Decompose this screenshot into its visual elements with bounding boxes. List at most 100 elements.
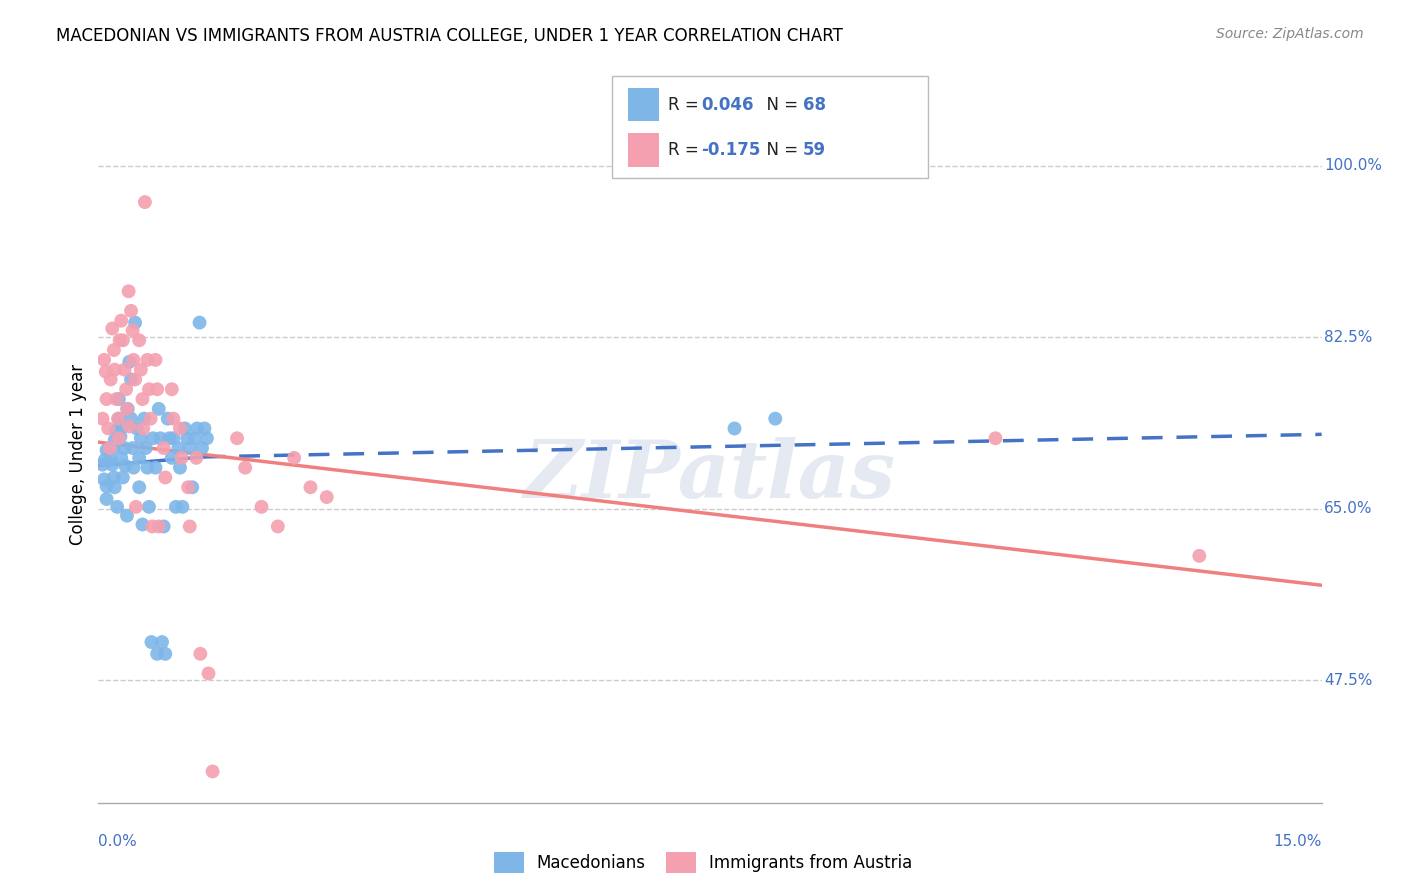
Point <box>162 431 184 445</box>
Point <box>283 450 305 465</box>
Point <box>104 362 127 376</box>
Point <box>186 421 208 435</box>
Point <box>141 635 163 649</box>
Point <box>197 666 219 681</box>
Point <box>233 460 256 475</box>
Point <box>129 362 152 376</box>
Point <box>94 365 117 379</box>
Point <box>157 431 180 445</box>
Point <box>93 472 115 486</box>
Point <box>101 321 124 335</box>
Text: 65.0%: 65.0% <box>1324 501 1372 516</box>
Text: Source: ZipAtlas.com: Source: ZipAtlas.com <box>1216 27 1364 41</box>
Point <box>97 421 120 435</box>
Point <box>136 460 159 475</box>
Point <box>111 419 134 434</box>
Point <box>146 647 169 661</box>
Point <box>146 382 169 396</box>
Point <box>984 431 1007 445</box>
Point <box>152 519 174 533</box>
Point <box>129 431 152 445</box>
Point <box>135 441 157 455</box>
Point <box>156 411 179 425</box>
Point <box>96 479 118 493</box>
Text: 68: 68 <box>803 95 825 113</box>
Point <box>193 421 215 435</box>
Point <box>91 458 114 472</box>
Point <box>108 411 131 425</box>
Point <box>125 500 148 514</box>
Point <box>103 470 125 484</box>
Point <box>101 458 124 472</box>
Point <box>148 519 170 533</box>
Point <box>186 450 208 465</box>
Text: ZIPatlas: ZIPatlas <box>524 437 896 515</box>
Point <box>145 460 167 475</box>
Point <box>181 480 204 494</box>
Point <box>1188 549 1211 563</box>
Point <box>763 411 786 425</box>
Point <box>104 480 127 494</box>
Text: N =: N = <box>756 141 804 159</box>
Point <box>160 450 183 465</box>
Point <box>195 431 218 445</box>
Point <box>179 441 201 455</box>
Point <box>201 764 224 779</box>
Point <box>110 313 132 327</box>
Point <box>149 431 172 445</box>
Point <box>177 480 200 494</box>
Point <box>124 316 146 330</box>
Point <box>170 450 193 465</box>
Point <box>162 411 184 425</box>
Point <box>100 372 122 386</box>
Point <box>115 401 138 416</box>
Text: -0.175: -0.175 <box>702 141 761 159</box>
Point <box>94 452 117 467</box>
Point <box>108 431 131 445</box>
Point <box>115 508 138 523</box>
Point <box>139 411 162 425</box>
Text: N =: N = <box>756 95 804 113</box>
Point <box>103 343 125 357</box>
Point <box>141 519 163 533</box>
Point <box>150 635 173 649</box>
Text: R =: R = <box>668 141 704 159</box>
Point <box>315 490 337 504</box>
Point <box>155 647 177 661</box>
Point <box>148 401 170 416</box>
Text: 100.0%: 100.0% <box>1324 159 1382 173</box>
Point <box>105 500 128 514</box>
Point <box>128 480 150 494</box>
Point <box>124 372 146 386</box>
Point <box>167 441 190 455</box>
Legend: Macedonians, Immigrants from Austria: Macedonians, Immigrants from Austria <box>486 846 920 880</box>
Point <box>299 480 322 494</box>
Point <box>179 519 201 533</box>
Point <box>120 372 142 386</box>
Point <box>105 424 128 438</box>
Point <box>169 460 191 475</box>
Point <box>136 352 159 367</box>
Point <box>110 450 132 465</box>
Point <box>114 458 136 473</box>
Point <box>107 411 129 425</box>
Point <box>132 411 155 425</box>
Point <box>188 647 212 661</box>
Point <box>226 431 249 445</box>
Text: 0.0%: 0.0% <box>98 834 138 849</box>
Point <box>173 421 195 435</box>
Point <box>121 441 143 455</box>
Point <box>138 382 160 396</box>
Point <box>121 323 143 337</box>
Point <box>111 333 134 347</box>
Point <box>188 316 211 330</box>
Text: MACEDONIAN VS IMMIGRANTS FROM AUSTRIA COLLEGE, UNDER 1 YEAR CORRELATION CHART: MACEDONIAN VS IMMIGRANTS FROM AUSTRIA CO… <box>56 27 844 45</box>
Point <box>152 441 174 455</box>
Point <box>125 421 148 435</box>
Point <box>120 411 142 425</box>
Point <box>93 352 115 367</box>
Point <box>172 500 194 514</box>
Point <box>100 452 122 467</box>
Point <box>118 419 141 434</box>
Point <box>108 392 131 406</box>
